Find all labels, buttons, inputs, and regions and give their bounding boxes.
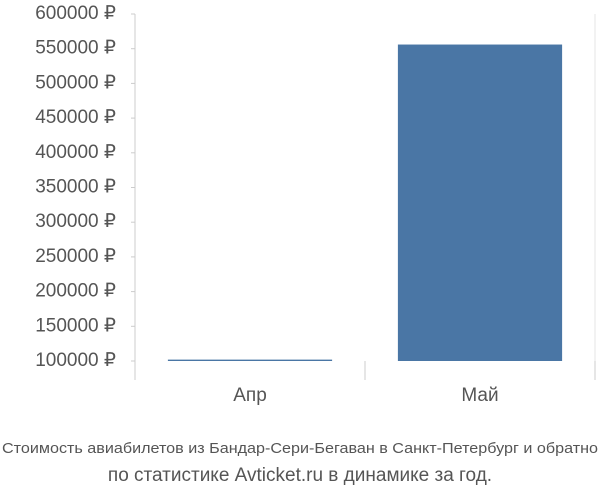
y-tick-label: 100000 ₽	[35, 350, 116, 371]
y-tick-label: 250000 ₽	[35, 246, 116, 267]
y-tick-label: 550000 ₽	[35, 38, 116, 59]
y-tick-label: 350000 ₽	[35, 177, 116, 198]
y-tick-label: 500000 ₽	[35, 72, 116, 93]
chart-title: Стоимость авиабилетов из Бандар-Сери-Бег…	[2, 440, 598, 457]
y-tick-label: 150000 ₽	[35, 315, 116, 336]
x-tick-label: Май	[461, 385, 498, 406]
y-tick-label: 450000 ₽	[35, 107, 116, 128]
x-tick-label: Апр	[233, 385, 267, 406]
bar	[167, 359, 333, 361]
y-tick-label: 600000 ₽	[35, 3, 116, 24]
y-tick-label: 400000 ₽	[35, 142, 116, 163]
chart-subtitle: по статистике Avticket.ru в динамике за …	[108, 465, 492, 486]
bar	[397, 44, 563, 361]
y-tick-label: 200000 ₽	[35, 281, 116, 302]
y-tick-label: 300000 ₽	[35, 211, 116, 232]
